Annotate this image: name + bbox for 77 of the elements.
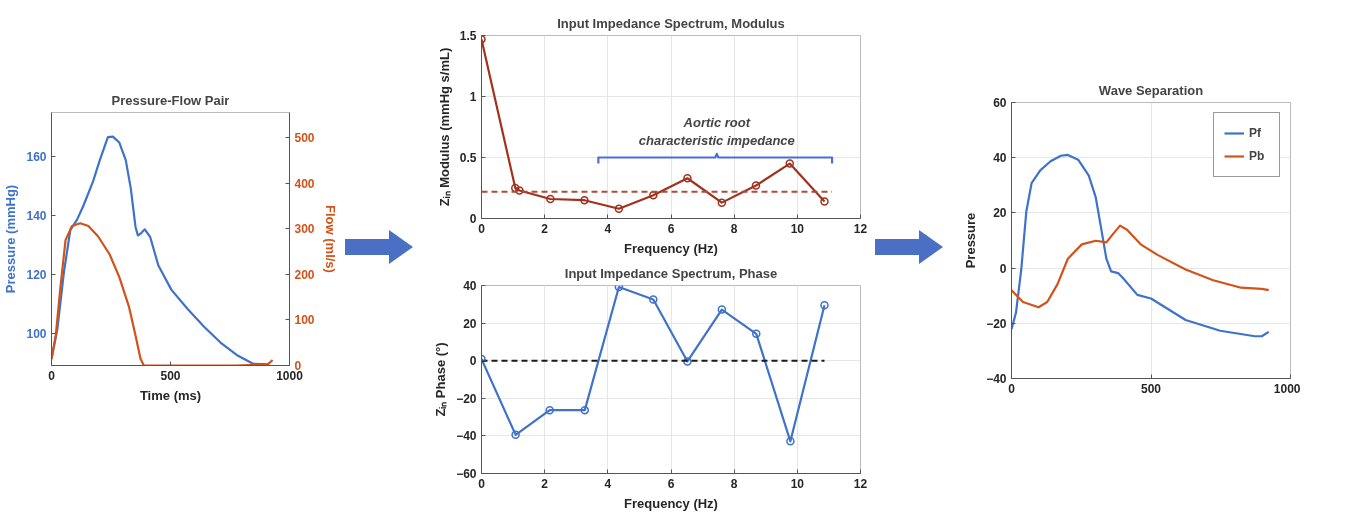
- y-tick-label: 100: [26, 326, 47, 341]
- annotation: Aortic root characteristic impedance: [638, 114, 795, 148]
- x-tick-label: 500: [1140, 381, 1162, 396]
- point: [786, 437, 795, 446]
- y-tick-label: 1: [469, 90, 477, 104]
- chart-title: Pressure-Flow Pair: [111, 92, 230, 108]
- legend-label: Pf: [1249, 126, 1262, 140]
- y2-tick-label: 400: [294, 176, 315, 191]
- y-tick-label: 0.5: [459, 151, 477, 165]
- y-tick-label: 140: [26, 208, 47, 223]
- point: [580, 195, 589, 205]
- y-tick-label: 0: [999, 261, 1007, 276]
- point: [515, 186, 524, 195]
- x-tick-label: 500: [160, 368, 181, 383]
- point: [511, 183, 520, 193]
- point: [545, 405, 554, 415]
- point: [683, 174, 692, 183]
- line-series: [1011, 224, 1270, 309]
- y-tick-label: 120: [26, 267, 47, 282]
- x-tick-label: 4: [604, 221, 612, 236]
- y-tick-label: 0: [469, 354, 477, 369]
- chart-title: Wave Separation: [1098, 82, 1204, 98]
- point: [785, 159, 794, 168]
- y2-tick-label: 500: [294, 131, 315, 146]
- x-tick-label: 6: [667, 476, 675, 491]
- x-tick-label: 1000: [1273, 381, 1301, 396]
- y2-tick-label: 100: [294, 313, 315, 328]
- chart-title: Input Impedance Spectrum, Modulus: [557, 15, 785, 31]
- y-tick-label: 40: [993, 151, 1007, 166]
- x-axis-title: Frequency (Hz): [624, 240, 718, 256]
- y-axis-title: Zᵢₙ Modulus (mmHg s/mL): [436, 47, 452, 207]
- point: [717, 198, 727, 207]
- y-tick-label: 160: [26, 150, 47, 165]
- point: [580, 405, 590, 415]
- y-tick-label: −20: [986, 316, 1007, 331]
- chart-title: Input Impedance Spectrum, Phase: [564, 265, 778, 281]
- y-axis-title: Pressure: [963, 212, 979, 269]
- point: [683, 357, 692, 366]
- y-tick-label: −40: [456, 429, 477, 444]
- y-tick-label: −40: [986, 372, 1007, 386]
- y-tick-label: 60: [993, 96, 1007, 110]
- x-axis-title: Time (ms): [139, 387, 202, 403]
- x-tick-label: 10: [790, 476, 805, 491]
- y-axis-title: Pressure (mmHg): [3, 184, 19, 294]
- x-tick-label: 12: [853, 476, 868, 491]
- point: [614, 204, 624, 213]
- y-tick-label: 20: [463, 316, 477, 331]
- line-series: [1011, 153, 1270, 338]
- x-tick-label: 2: [541, 221, 549, 236]
- point: [751, 181, 761, 190]
- point: [546, 194, 555, 204]
- x-tick-label: 10: [790, 221, 805, 236]
- x-tick-label: 4: [604, 476, 612, 491]
- x-tick-label: 2: [541, 476, 549, 491]
- y-tick-label: −60: [456, 467, 477, 481]
- y-tick-label: 1.5: [459, 29, 477, 43]
- point: [752, 329, 761, 339]
- line-series: [51, 222, 274, 366]
- x-tick-label: 8: [730, 476, 738, 491]
- legend-label: Pb: [1249, 149, 1266, 163]
- point: [511, 430, 520, 440]
- y-tick-label: 40: [463, 279, 477, 293]
- point: [649, 295, 658, 304]
- y-tick-label: 0: [469, 212, 477, 226]
- y-tick-label: −20: [456, 391, 477, 406]
- y2-tick-label: 300: [294, 222, 315, 237]
- y-axis-title: Zᵢₙ Phase (°): [433, 342, 449, 417]
- x-tick-label: 6: [667, 221, 675, 236]
- y-tick-label: 20: [993, 206, 1007, 221]
- point: [717, 305, 727, 314]
- y2-tick-label: 0: [294, 359, 302, 373]
- point: [649, 191, 658, 200]
- y2-axis-title: Flow (ml/s): [322, 205, 338, 273]
- x-tick-label: 12: [853, 221, 868, 236]
- x-axis-title: Frequency (Hz): [624, 495, 718, 511]
- y2-tick-label: 200: [294, 267, 315, 282]
- x-tick-label: 8: [730, 221, 738, 236]
